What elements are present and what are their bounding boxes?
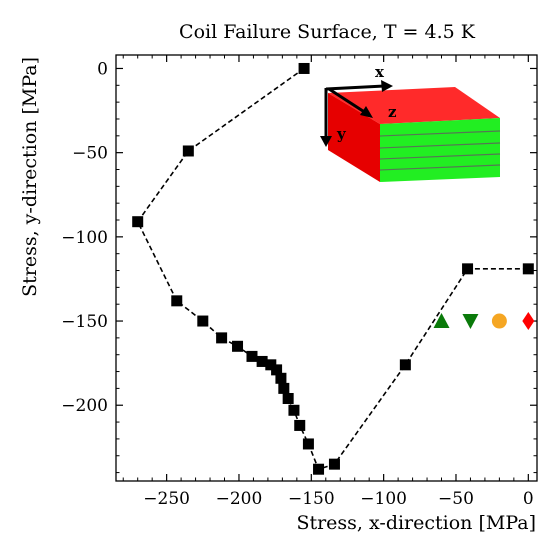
data-point-square (278, 382, 290, 394)
plot-frame (115, 54, 538, 482)
x-tick-label: −150 (288, 489, 335, 509)
data-point-circle (491, 313, 507, 329)
data-point-square (171, 295, 183, 307)
inset-label-z: z (388, 103, 397, 121)
inset-stripe (379, 164, 501, 171)
data-point-triangle-down (462, 314, 479, 330)
data-point-square (132, 216, 144, 228)
data-point-square (313, 463, 325, 475)
y-axis-ticks: 0 −50 −100 −150 −200 (61, 59, 537, 474)
y-tick-label: −50 (72, 144, 108, 164)
y-tick-label: −200 (61, 396, 108, 416)
data-point-square (298, 62, 310, 74)
y-tick-label: 0 (97, 59, 108, 79)
data-point-square (275, 372, 287, 384)
inset-axis-arrow-z (328, 87, 367, 115)
data-point-square (271, 364, 283, 376)
inset-block-front (328, 93, 380, 182)
inset-axis-arrowhead-y (320, 136, 332, 147)
data-point-square (182, 145, 194, 157)
x-tick-label: −200 (216, 489, 263, 509)
inset-block-illustration: x z y (320, 63, 501, 182)
y-axis-label: Stress, y-direction [MPa] (19, 57, 41, 297)
data-point-square (522, 263, 534, 275)
data-point-square (232, 340, 244, 352)
x-tick-label: −100 (360, 489, 407, 509)
inset-block-side (380, 118, 500, 182)
inset-axis-arrowhead-z (360, 106, 373, 118)
data-point-square (256, 355, 268, 367)
inset-label-x: x (375, 63, 385, 81)
data-point-triangle-up (433, 313, 450, 329)
data-point-square (399, 359, 411, 371)
inset-axis-arrow-x (325, 84, 386, 91)
x-tick-label: −250 (143, 489, 190, 509)
inset-stripe (379, 142, 501, 149)
data-point-square (282, 392, 294, 404)
data-point-square (216, 332, 228, 344)
inset-label-y: y (336, 125, 347, 143)
x-axis-label: Stress, x-direction [MPa] (296, 512, 536, 534)
x-tick-label: 0 (523, 489, 534, 509)
data-point-diamond (522, 312, 535, 331)
series-layer (132, 62, 535, 475)
inset-axis-arrowhead-x (381, 80, 393, 92)
data-point-square (302, 438, 314, 450)
data-point-square (288, 404, 300, 416)
chart-title: Coil Failure Surface, T = 4.5 K (179, 21, 476, 43)
inset-stripe (379, 153, 501, 160)
data-point-square (265, 359, 277, 371)
x-tick-label: −50 (438, 489, 474, 509)
inset-stripe (379, 130, 501, 137)
x-axis-ticks: −250 −200 −150 −100 −50 0 (122, 55, 534, 509)
y-tick-label: −150 (61, 312, 108, 332)
data-point-square (197, 315, 209, 327)
data-point-square (462, 263, 474, 275)
data-point-square (328, 458, 340, 470)
y-tick-label: −100 (61, 228, 108, 248)
data-point-square (246, 350, 258, 362)
data-point-square (294, 419, 306, 431)
